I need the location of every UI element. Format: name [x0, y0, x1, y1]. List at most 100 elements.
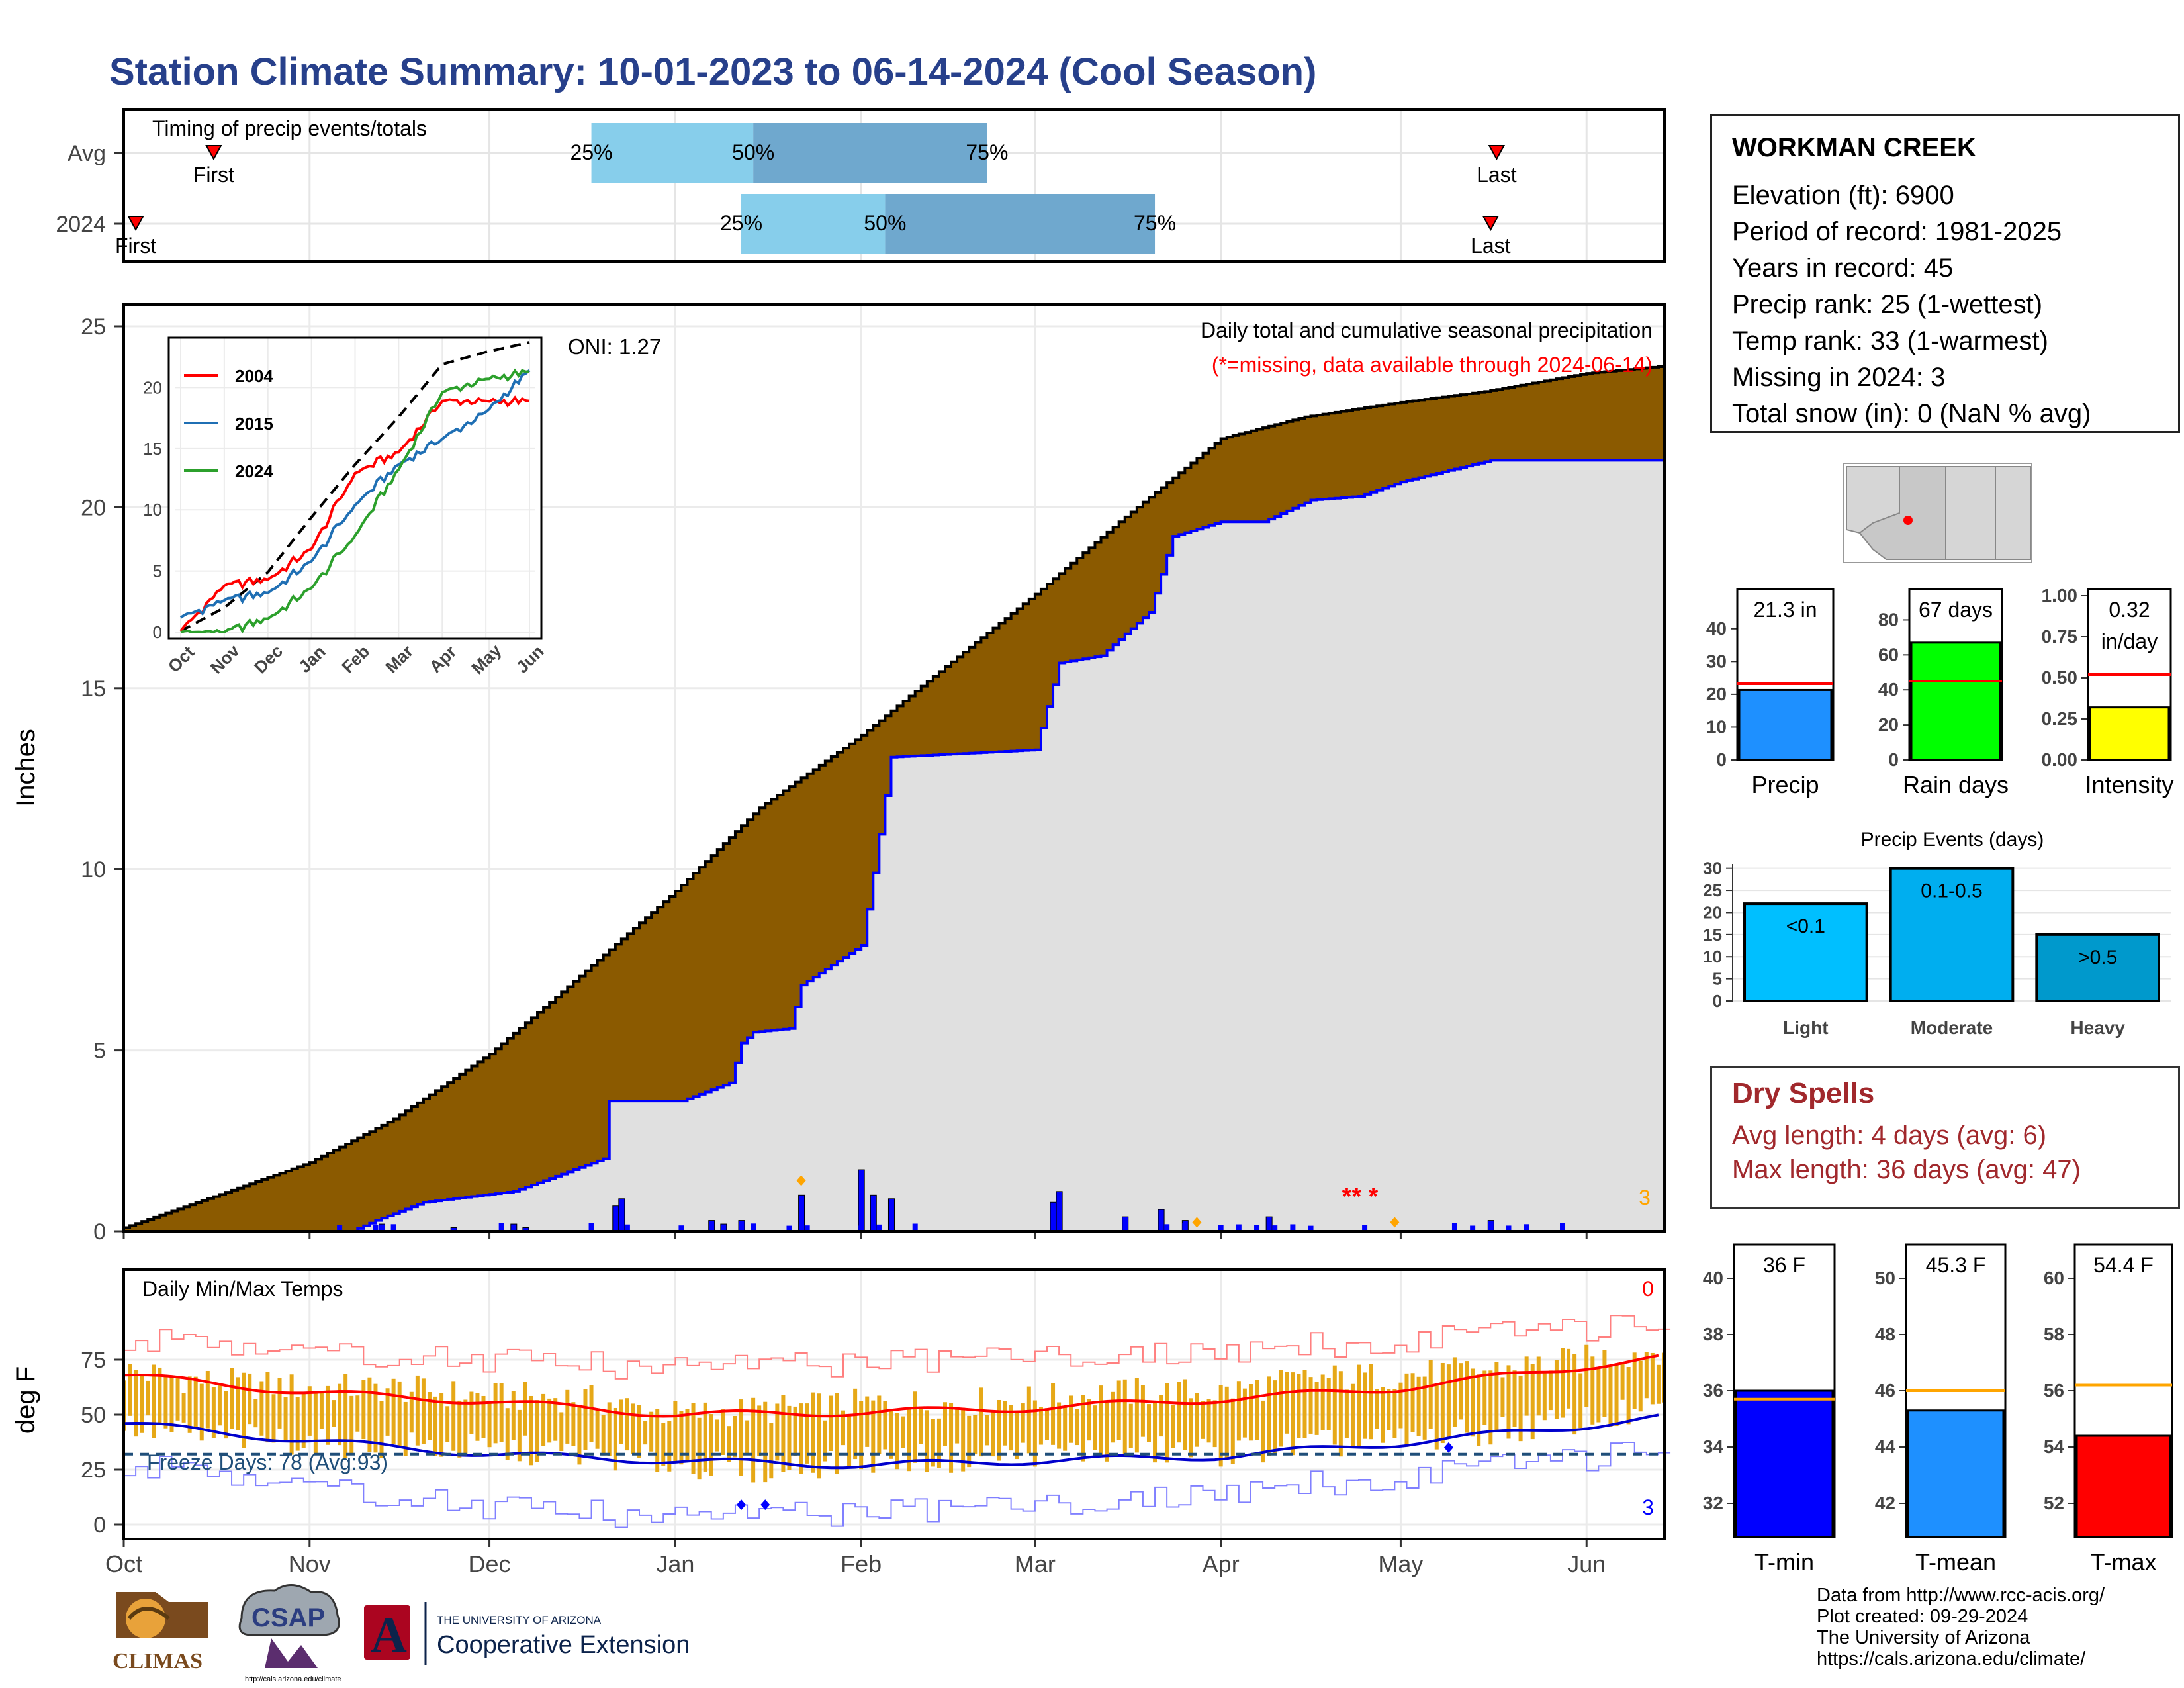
snow-marker [796, 1175, 806, 1186]
daily-temp-bar [1003, 1401, 1007, 1446]
quartile-label: 75% [1134, 211, 1176, 235]
daily-temp-bar [565, 1389, 570, 1444]
station-name: WORKMAN CREEK [1732, 133, 1976, 162]
daily-temp-bar [841, 1410, 846, 1446]
value-label: 45.3 F [1926, 1253, 1986, 1277]
daily-temp-bar [1122, 1379, 1127, 1457]
tick-label: 25 [81, 1458, 106, 1483]
daily-temp-bar [907, 1407, 911, 1472]
daily-precip-bar [1236, 1224, 1242, 1231]
svg-text:http://cals.arizona.edu/climat: http://cals.arizona.edu/climate [245, 1675, 341, 1683]
daily-temp-bar [332, 1400, 336, 1427]
footer-line: Data from http://www.rcc-acis.org/ [1817, 1585, 2105, 1606]
daily-temp-bar [1638, 1360, 1643, 1412]
daily-temp-bar [313, 1392, 318, 1454]
daily-temp-bar [397, 1381, 402, 1446]
daily-precip-bar [1290, 1224, 1296, 1231]
daily-temp-bar [1267, 1376, 1271, 1456]
tick-label: 5 [1713, 969, 1722, 989]
svg-text:Cooperative Extension: Cooperative Extension [437, 1631, 690, 1659]
tick-label: 0.50 [2042, 667, 2078, 688]
daily-temp-bar [547, 1398, 552, 1443]
daily-temp-bar [343, 1374, 348, 1458]
daily-temp-bar [787, 1405, 792, 1470]
daily-temp-bar [1506, 1365, 1511, 1439]
daily-temp-bar [152, 1364, 156, 1438]
daily-temp-bar [1561, 1348, 1565, 1418]
tick-label: 5 [93, 1039, 106, 1064]
daily-temp-bar [140, 1374, 144, 1433]
daily-temp-bar [805, 1403, 809, 1464]
daily-temp-bar [146, 1380, 150, 1416]
footer-credits: Data from http://www.rcc-acis.org/ Plot … [1817, 1585, 2105, 1669]
daily-temp-bar [349, 1395, 354, 1455]
daily-temp-bar [961, 1407, 966, 1472]
tick-label: 0 [1716, 749, 1727, 770]
daily-temp-bar [301, 1392, 306, 1448]
missing-count: 3 [1639, 1186, 1651, 1209]
station-marker [1903, 516, 1913, 525]
footer-line: The University of Arizona [1817, 1627, 2030, 1648]
daily-temp-bar [1422, 1376, 1427, 1440]
daily-temp-bar [883, 1401, 887, 1450]
daily-temp-bar [637, 1405, 642, 1458]
daily-temp-bar [667, 1421, 672, 1472]
daily-temp-bar [619, 1399, 623, 1445]
daily-precip-bar [498, 1223, 504, 1231]
daily-temp-bar [1656, 1364, 1661, 1404]
inset-border [167, 336, 543, 640]
value-label: 67 days [1919, 598, 1993, 622]
daily-precip-bar [618, 1198, 625, 1232]
quartile-label: 75% [966, 140, 1008, 164]
daily-temp-bar [463, 1399, 468, 1456]
daily-temp-bar [727, 1426, 731, 1462]
tick-label: 0 [93, 1219, 106, 1244]
daily-temp-bar [1459, 1363, 1463, 1420]
event-category-label: Heavy [2070, 1017, 2125, 1038]
svg-text:THE UNIVERSITY OF ARIZONA: THE UNIVERSITY OF ARIZONA [437, 1614, 602, 1626]
daily-temp-bar [1602, 1350, 1607, 1417]
daily-temp-bar [475, 1393, 480, 1441]
tick-label: 32 [1703, 1493, 1723, 1513]
daily-temp-bar [942, 1402, 947, 1446]
daily-precip-bar [1164, 1224, 1170, 1231]
precip-caption-missing: (*=missing, data available through 2024-… [1212, 353, 1653, 377]
daily-temp-bar [1536, 1356, 1541, 1416]
daily-precip-bar [678, 1225, 684, 1231]
daily-temp-bar [1524, 1356, 1529, 1416]
daily-temp-bar [1350, 1383, 1355, 1446]
daily-temp-bar [721, 1409, 725, 1455]
daily-precip-bar [1182, 1223, 1188, 1231]
daily-temp-bar [265, 1372, 270, 1443]
panel-border [122, 108, 1666, 263]
daily-temp-bar [1494, 1362, 1499, 1431]
quartile-bar-low [741, 194, 886, 254]
footer-line: https://cals.arizona.edu/climate/ [1817, 1648, 2086, 1669]
daily-temp-bar [1632, 1352, 1637, 1409]
month-label: Jan [656, 1550, 694, 1577]
temp-panel: 0 25 50 75 Oct Nov Dec Jan Feb Mar Apr May Jun Daily … [81, 1268, 1671, 1577]
tick-label: 75 [81, 1348, 106, 1373]
daily-temp-bar [236, 1377, 240, 1430]
daily-temp-bar [685, 1409, 690, 1460]
snow-marker [1192, 1217, 1202, 1228]
value-bar [1907, 1409, 2005, 1538]
daily-precip-bar [1487, 1220, 1494, 1232]
value-label: 54.4 F [2093, 1253, 2154, 1277]
month-label: Feb [841, 1550, 882, 1577]
event-bar-label: <0.1 [1786, 915, 1825, 937]
daily-temp-bar [715, 1419, 719, 1452]
event-bar-label: 0.1-0.5 [1921, 880, 1982, 902]
daily-temp-bar [895, 1413, 899, 1470]
panel-border [122, 1268, 1666, 1540]
tick-label: 10 [1703, 947, 1722, 966]
daily-temp-bar [361, 1380, 366, 1440]
daily-temp-bar [1273, 1380, 1277, 1454]
daily-temp-bar [433, 1396, 438, 1456]
daily-temp-bar [1218, 1385, 1223, 1467]
daily-temp-bar [679, 1411, 684, 1465]
event-bar [2035, 933, 2160, 1003]
daily-temp-bar [829, 1395, 833, 1452]
tick-label: 0 [93, 1513, 106, 1538]
t-mean-chart: 42 44 46 48 50 45.3 F T-mean [1875, 1243, 2007, 1575]
